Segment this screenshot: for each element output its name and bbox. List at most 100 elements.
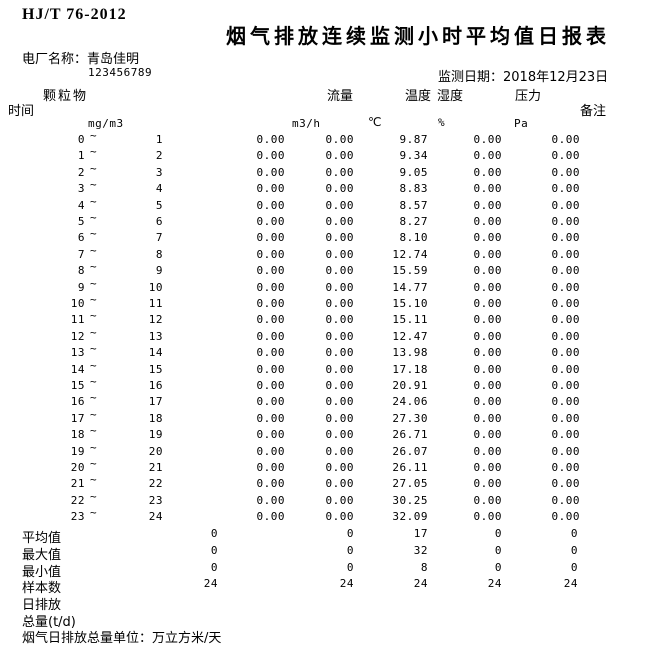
cell-value: 12.74: [392, 247, 428, 261]
table-row: 9 ~10 0.00 0.00 14.77 0.00 0.00: [0, 277, 648, 296]
cell-hour-from: 8: [77, 264, 85, 278]
cell-value: 0.00: [473, 215, 502, 228]
cell-hour-from: 0: [77, 133, 85, 146]
cell-value: 0.00: [551, 395, 580, 409]
cell-value: 0.00: [256, 165, 285, 179]
cell-value: 0.00: [473, 379, 502, 392]
cell-value: 0.00: [256, 313, 285, 327]
cell-hour-from: 12: [70, 329, 85, 343]
cell-tilde: ~: [90, 211, 98, 224]
cell-value: 0.00: [551, 313, 580, 327]
plant-name-label: 电厂名称：: [22, 52, 88, 67]
cell-value: 0.00: [325, 444, 354, 458]
cell-tilde: ~: [90, 243, 98, 257]
cell-hour-to: 11: [148, 297, 163, 310]
cell-hour-to: 7: [155, 231, 163, 245]
standard-number: HJ/T 76-2012: [22, 6, 127, 23]
cell-value: 12.47: [392, 329, 428, 343]
cell-value: 20.91: [392, 379, 428, 392]
table-row: 2 ~3 0.00 0.00 9.05 0.00 0.00: [0, 162, 648, 181]
summary-value: 24: [339, 577, 354, 591]
summary-value: 17: [413, 527, 428, 540]
cell-value: 0.00: [256, 493, 285, 507]
cell-value: 0.00: [325, 247, 354, 261]
summary-label: 总量(t/d): [22, 615, 76, 630]
cell-value: 0.00: [256, 231, 285, 245]
tick-mark: `: [23, 60, 29, 74]
cell-value: 0.00: [551, 133, 580, 146]
cell-hour-to: 2: [155, 149, 163, 163]
cell-hour-from: 13: [70, 346, 85, 360]
cell-hour-from: 18: [70, 428, 85, 442]
cell-value: 0.00: [551, 461, 580, 474]
cell-value: 14.77: [392, 280, 428, 294]
cell-value: 0.00: [473, 264, 502, 278]
cell-value: 13.98: [392, 346, 428, 360]
cell-value: 0.00: [325, 182, 354, 196]
col-header-temperature: 温度: [405, 89, 432, 104]
summary-row: 总量(t/d): [0, 611, 648, 630]
table-row: 7 ~8 0.00 0.00 12.74 0.00 0.00: [0, 244, 648, 263]
table-row: 5 ~6 0.00 0.00 8.27 0.00 0.00: [0, 211, 648, 230]
cell-value: 0.00: [473, 395, 502, 409]
summary-row: 样本数 24 24 24 24 24: [0, 577, 648, 596]
cell-hour-to: 23: [148, 493, 163, 507]
cell-hour-to: 21: [148, 461, 163, 474]
cell-value: 0.00: [325, 411, 354, 425]
cell-value: 0.00: [256, 280, 285, 294]
cell-value: 0.00: [551, 477, 580, 491]
cell-value: 0.00: [473, 461, 502, 474]
cell-value: 0.00: [325, 461, 354, 474]
cell-value: 8.83: [399, 182, 428, 196]
summary-value: 0: [210, 543, 218, 557]
cell-hour-from: 16: [70, 395, 85, 409]
table-row: 14 ~15 0.00 0.00 17.18 0.00 0.00: [0, 359, 648, 378]
table-row: 4 ~5 0.00 0.00 8.57 0.00 0.00: [0, 195, 648, 214]
cell-value: 0.00: [551, 280, 580, 294]
cell-value: 0.00: [325, 165, 354, 179]
cell-value: 0.00: [473, 133, 502, 146]
table-row: 18 ~19 0.00 0.00 26.71 0.00 0.00: [0, 424, 648, 443]
cell-value: 27.05: [392, 477, 428, 491]
cell-value: 0.00: [325, 379, 354, 392]
cell-value: 0.00: [473, 493, 502, 507]
summary-value: 0: [346, 560, 354, 574]
col-unit-temperature: ℃: [368, 115, 382, 129]
cell-tilde: ~: [90, 129, 98, 142]
table-row: 15 ~16 0.00 0.00 20.91 0.00 0.00: [0, 375, 648, 394]
summary-row: 最大值 0 0 32 0 0: [0, 543, 648, 563]
cell-value: 0.00: [551, 182, 580, 196]
summary-row: 平均值 0 0 17 0 0: [0, 527, 648, 546]
cell-hour-to: 17: [148, 395, 163, 409]
cell-value: 0.00: [551, 165, 580, 179]
summary-label: 最小值: [22, 564, 62, 580]
cell-hour-from: 10: [70, 297, 85, 310]
cell-value: 0.00: [256, 149, 285, 163]
cell-value: 0.00: [551, 198, 580, 212]
cell-tilde: ~: [90, 178, 98, 192]
cell-value: 0.00: [325, 329, 354, 343]
cell-hour-to: 18: [148, 411, 163, 425]
footnote: 烟气日排放总量单位：万立方米/天: [22, 631, 222, 646]
cell-value: 0.00: [473, 444, 502, 458]
table-row: 12 ~13 0.00 0.00 12.47 0.00 0.00: [0, 326, 648, 345]
cell-value: 0.00: [325, 133, 354, 146]
summary-value: 0: [346, 543, 354, 557]
cell-hour-from: 9: [77, 280, 85, 294]
cell-value: 0.00: [325, 428, 354, 442]
cell-value: 0.00: [473, 165, 502, 179]
cell-tilde: ~: [90, 260, 98, 274]
cell-value: 0.00: [256, 362, 285, 376]
cell-value: 0.00: [551, 379, 580, 392]
cell-hour-from: 11: [70, 313, 85, 327]
cell-hour-from: 20: [70, 461, 85, 474]
cell-tilde: ~: [90, 325, 98, 339]
cell-value: 0.00: [473, 313, 502, 327]
cell-value: 0.00: [256, 428, 285, 442]
cell-tilde: ~: [90, 161, 98, 175]
cell-value: 0.00: [551, 346, 580, 360]
cell-tilde: ~: [90, 407, 98, 421]
cell-value: 0.00: [551, 411, 580, 425]
cell-value: 0.00: [551, 510, 580, 524]
